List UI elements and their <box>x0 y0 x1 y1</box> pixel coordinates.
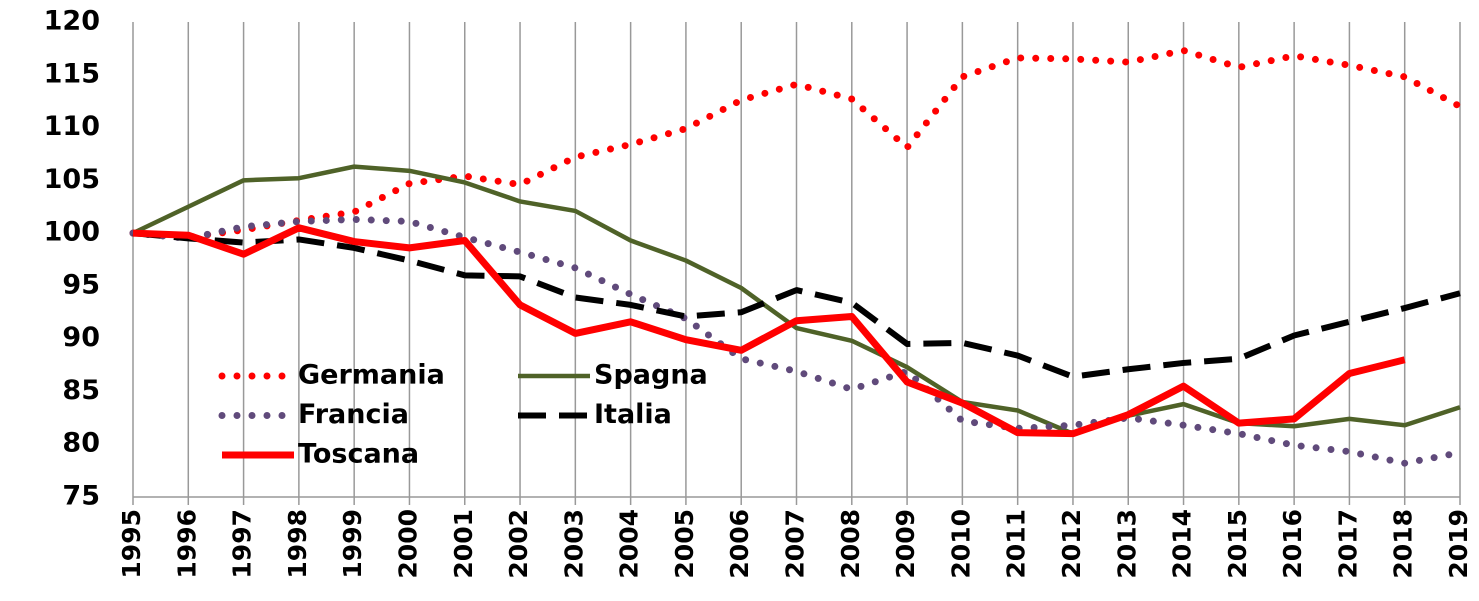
x-tick-label: 2007 <box>781 509 810 579</box>
x-tick-label: 2012 <box>1057 509 1086 579</box>
x-tick-label: 2009 <box>891 509 920 579</box>
y-tick-label: 75 <box>62 481 100 512</box>
y-tick-label: 110 <box>44 111 100 142</box>
series-line <box>129 215 1464 467</box>
x-tick-label: 2006 <box>725 509 754 579</box>
legend-label: Germania <box>298 360 445 391</box>
x-tick-label: 2016 <box>1278 509 1307 579</box>
x-tick-label: 2003 <box>559 509 588 579</box>
x-tick-label: 1995 <box>117 509 146 579</box>
series-line <box>132 224 1406 438</box>
x-tick-label: 2004 <box>615 509 644 579</box>
y-tick-label: 90 <box>62 322 100 353</box>
x-tick-label: 2010 <box>946 509 975 579</box>
y-tick-label: 115 <box>44 58 100 89</box>
series-line <box>129 47 1464 241</box>
legend-label: Francia <box>298 399 409 430</box>
legend-label: Spagna <box>594 360 708 391</box>
y-tick-label: 105 <box>44 164 100 195</box>
x-tick-label: 2014 <box>1168 509 1197 579</box>
legend-label: Toscana <box>298 439 419 470</box>
x-tick-label: 1998 <box>283 509 312 579</box>
series-line <box>132 230 1461 380</box>
y-tick-label: 80 <box>62 428 100 459</box>
x-tick-label: 2018 <box>1389 509 1418 579</box>
x-tick-label: 2000 <box>393 509 422 579</box>
x-tick-label: 2019 <box>1444 509 1473 579</box>
x-tick-label: 2011 <box>1002 509 1031 579</box>
x-tick-label: 1997 <box>228 509 257 579</box>
y-tick-label: 100 <box>44 217 100 248</box>
x-tick-label: 2005 <box>670 509 699 579</box>
x-tick-label: 2008 <box>836 509 865 579</box>
y-tick-label: 85 <box>62 375 100 406</box>
x-tick-label: 2013 <box>1112 509 1141 579</box>
legend-label: Italia <box>594 399 672 430</box>
x-tick-label: 2017 <box>1333 509 1362 579</box>
x-tick-label: 2015 <box>1223 509 1252 579</box>
x-tick-label: 1996 <box>172 509 201 579</box>
y-tick-label: 95 <box>62 269 100 300</box>
x-tick-label: 2001 <box>449 509 478 579</box>
x-tick-label: 2002 <box>504 509 533 579</box>
x-tick-label: 1999 <box>338 509 367 579</box>
y-tick-label: 120 <box>44 6 100 37</box>
